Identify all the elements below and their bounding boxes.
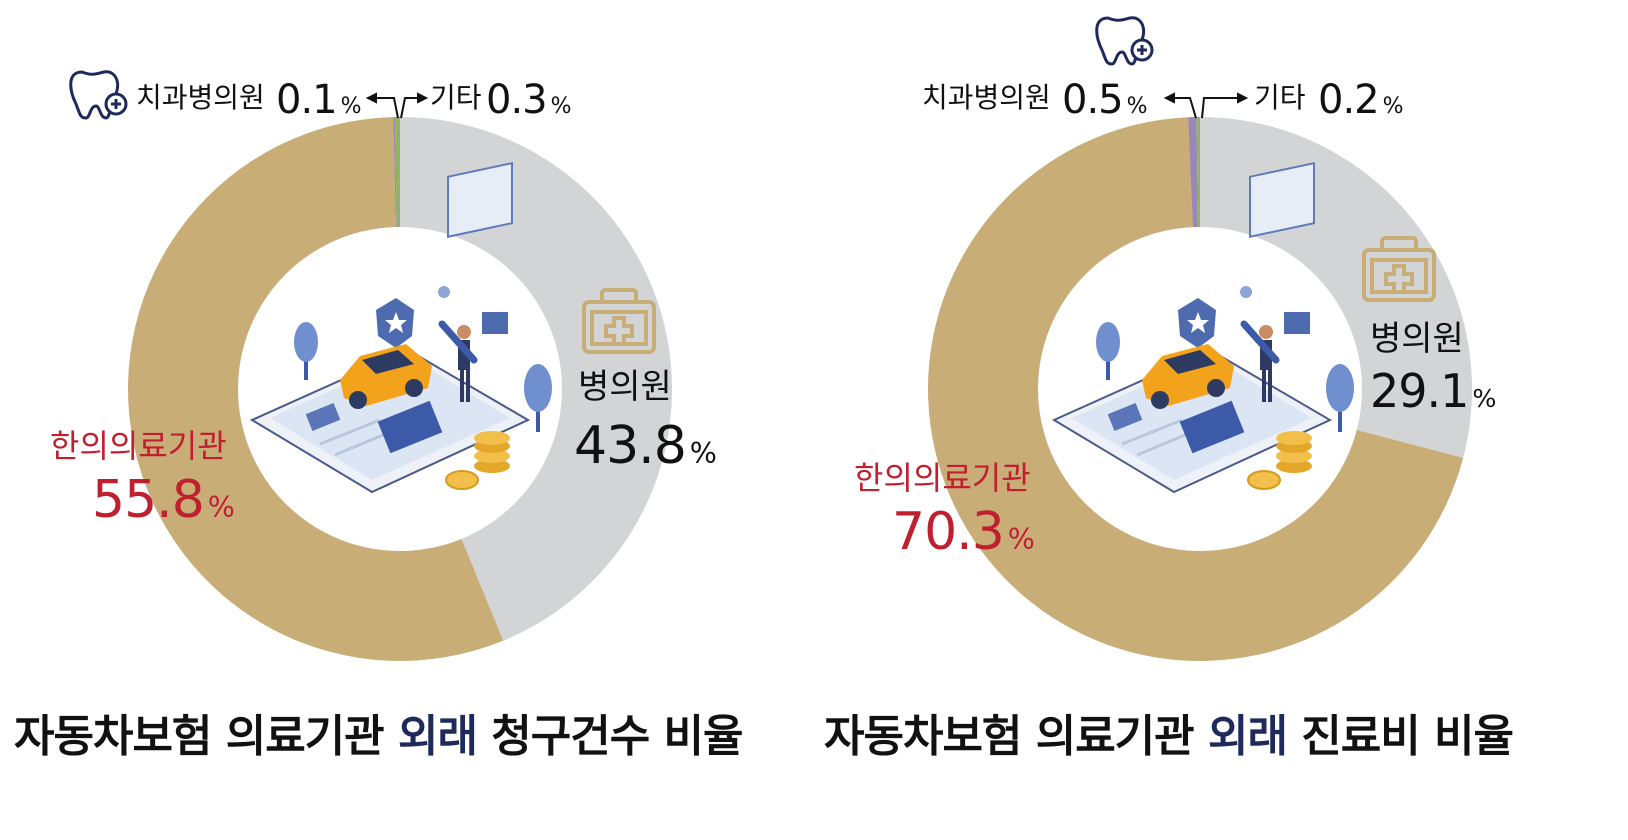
dental-label: 치과병의원 [922, 81, 1051, 114]
chart-title-claims: 자동차보험 의료기관 외래 청구건수 비율 [14, 711, 743, 762]
hanui-value: 70.3% [892, 502, 1035, 562]
dental-value: 0.1% [276, 77, 362, 123]
other-callout-arrow [400, 92, 429, 119]
donut-costs [928, 16, 1472, 662]
hospital-label: 병의원 [1370, 319, 1464, 359]
chart-costs: 치과병의원 0.5% 기타 0.2% 병의원 29.1% 한의의료기관 70.3… [814, 0, 1628, 840]
dental-label: 치과병의원 [136, 81, 265, 114]
dental-clinic-icon [1095, 16, 1154, 66]
dental-callout-arrow [365, 92, 399, 119]
hanui-label: 한의의료기관 [50, 427, 227, 465]
hospital-label: 병의원 [578, 367, 672, 407]
gift-box-icon [158, 355, 234, 416]
hanui-label: 한의의료기관 [854, 459, 1031, 497]
donut-slice-dental [393, 117, 397, 228]
donut-slice-hospital [400, 117, 672, 641]
other-label: 기타 [430, 81, 482, 114]
dental-value: 0.5% [1062, 77, 1148, 123]
other-callout-arrow [1201, 92, 1249, 119]
other-value: 0.2% [1318, 77, 1404, 123]
car-insurance-illustration [1051, 161, 1354, 494]
dental-callout-arrow [1163, 92, 1197, 119]
chart-title-costs: 자동차보험 의료기관 외래 진료비 비율 [824, 711, 1514, 762]
medical-kit-icon [1362, 236, 1436, 302]
donut-claims [69, 70, 672, 662]
hospital-value: 43.8% [574, 416, 717, 476]
hospital-value: 29.1% [1370, 364, 1497, 418]
medical-kit-icon [582, 288, 656, 354]
chart-claims: 치과병의원 0.1% 기타 0.3% 병의원 43.8% 한의의료기관 55.8… [14, 70, 743, 762]
donut-slice-other [1196, 117, 1200, 228]
hanui-value: 55.8% [92, 470, 235, 530]
donut-slices [127, 117, 672, 662]
donut-slice-other [394, 117, 400, 228]
dental-clinic-icon [69, 70, 128, 120]
other-value: 0.3% [486, 77, 572, 123]
gift-box-icon [962, 379, 1038, 440]
donut-slice-dental [1188, 117, 1198, 228]
other-label: 기타 [1254, 81, 1306, 114]
car-insurance-illustration [249, 161, 552, 494]
donut-slice-hanui [127, 117, 504, 662]
donut-slice-hanui [928, 117, 1464, 662]
